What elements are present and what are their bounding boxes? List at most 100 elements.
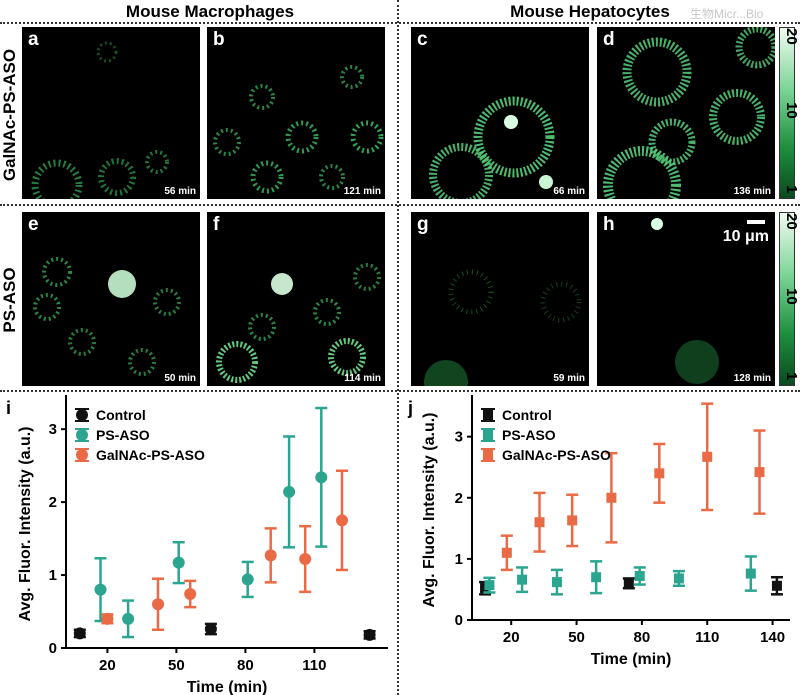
data-point (283, 485, 296, 498)
legend-label: PS-ASO (96, 427, 150, 443)
chart-i: i 0 1 2 3 20 50 80 110 Time (min) Avg. Fluor. Inte… (6, 395, 388, 695)
data-point (567, 515, 578, 526)
data-point (623, 578, 634, 589)
header-hepatocytes: Mouse Hepatocytes (510, 2, 670, 21)
panel-time: 56 min (164, 186, 196, 197)
data-point (152, 598, 164, 611)
panel-letter: g (417, 214, 429, 235)
y-tick-label: 0 (455, 612, 463, 629)
x-tick-label: 80 (237, 657, 254, 674)
data-point (501, 547, 512, 558)
x-tick-label: 20 (503, 629, 520, 646)
micrograph-h: h 10 μm 128 min (597, 212, 775, 386)
cells-b-image (213, 65, 384, 194)
legend-marker (483, 430, 493, 440)
y-axis-label: Avg. Fluor. Intensity (a.u.) (17, 427, 34, 622)
watermark: 生物Micr...Bio (690, 7, 764, 21)
y-tick-label: 1 (455, 551, 463, 568)
micrograph-e: e 50 min (22, 212, 200, 386)
legend-label: Control (502, 407, 552, 423)
divider-vertical (397, 0, 399, 695)
legend-label: GalNAc-PS-ASO (96, 447, 205, 463)
panel-letter: a (28, 29, 39, 50)
divider-middle (0, 204, 800, 206)
data-point (73, 627, 86, 640)
micrograph-a: a 56 min (22, 27, 200, 199)
micrograph-c: c 66 min (411, 27, 589, 199)
data-point (101, 612, 114, 625)
data-point (654, 468, 665, 479)
x-axis-label: Time (min) (187, 679, 268, 695)
data-point (702, 451, 713, 462)
data-point (336, 514, 348, 527)
data-point (264, 549, 277, 562)
data-point (745, 568, 756, 579)
data-point (534, 517, 545, 528)
chart-j: j 0 1 2 3 20 50 80 110 140 Time (min) Avg. Fluor. I… (407, 395, 790, 668)
micrograph-d: d 136 min (597, 27, 775, 199)
panel-letter: d (603, 29, 615, 50)
panel-time: 50 min (164, 373, 196, 384)
panel-letter: e (28, 214, 39, 235)
cells-g-image (424, 269, 582, 386)
data-point (484, 580, 495, 591)
row-label-ps-aso: PS-ASO (0, 267, 19, 333)
cells-a-image (31, 41, 169, 199)
cells-f-image (216, 263, 381, 383)
y-tick-label: 3 (455, 429, 463, 446)
colorbar-bottom-mid: 10 (783, 288, 800, 305)
panel-letter-j: j (407, 398, 413, 418)
data-point (184, 588, 197, 601)
data-point (754, 467, 765, 478)
data-point (204, 623, 217, 636)
cells-c-image (429, 96, 555, 199)
header-macrophages: Mouse Macrophages (125, 2, 295, 21)
legend-marker (76, 409, 88, 421)
x-tick-label: 50 (168, 657, 185, 674)
x-tick-label: 50 (568, 629, 585, 646)
data-point (94, 583, 107, 596)
panel-letter-i: i (6, 398, 11, 418)
row-label-galnac: GalNAc-PS-ASO (0, 48, 19, 182)
micrograph-g: g 59 min (411, 212, 589, 386)
y-axis-label: Avg. Fluor. Intensity (a.u.) (421, 413, 438, 608)
divider-top (0, 22, 800, 24)
x-tick-label: 110 (695, 629, 719, 646)
data-point (591, 572, 602, 583)
legend-marker (483, 450, 493, 460)
data-point (517, 574, 528, 585)
cells-h-image (651, 218, 765, 384)
scalebar-label: 10 μm (722, 228, 769, 245)
y-tick-label: 2 (455, 490, 463, 507)
y-tick-label: 0 (49, 640, 57, 657)
colorbar-top (779, 27, 795, 199)
y-tick-label: 1 (49, 567, 57, 584)
x-tick-label: 110 (302, 657, 326, 674)
data-point (634, 571, 645, 581)
data-point (673, 573, 684, 584)
x-tick-label: 20 (99, 657, 116, 674)
colorbar-top-max: 20 (783, 28, 800, 45)
data-point (771, 580, 782, 591)
colorbar-bottom-max: 20 (783, 213, 800, 230)
data-point (172, 556, 185, 569)
divider-bottom (0, 390, 800, 392)
legend-label: PS-ASO (502, 427, 556, 443)
legend-marker (76, 449, 88, 461)
colorbar-bottom-min: 1 (783, 372, 800, 381)
legend-label: GalNAc-PS-ASO (502, 447, 611, 463)
panel-letter: h (603, 214, 615, 235)
legend-marker (483, 410, 493, 420)
y-tick-label: 3 (49, 421, 57, 438)
legend-marker (76, 429, 88, 441)
data-point (606, 492, 617, 503)
panel-time: 128 min (733, 373, 771, 384)
x-tick-label: 140 (760, 629, 785, 646)
data-point (241, 573, 254, 586)
panel-letter: b (213, 29, 225, 50)
data-point (363, 628, 376, 641)
panel-time: 114 min (344, 373, 381, 384)
data-point (122, 612, 135, 625)
cells-d-image (603, 27, 775, 199)
micrograph-b: b 121 min (207, 27, 385, 199)
